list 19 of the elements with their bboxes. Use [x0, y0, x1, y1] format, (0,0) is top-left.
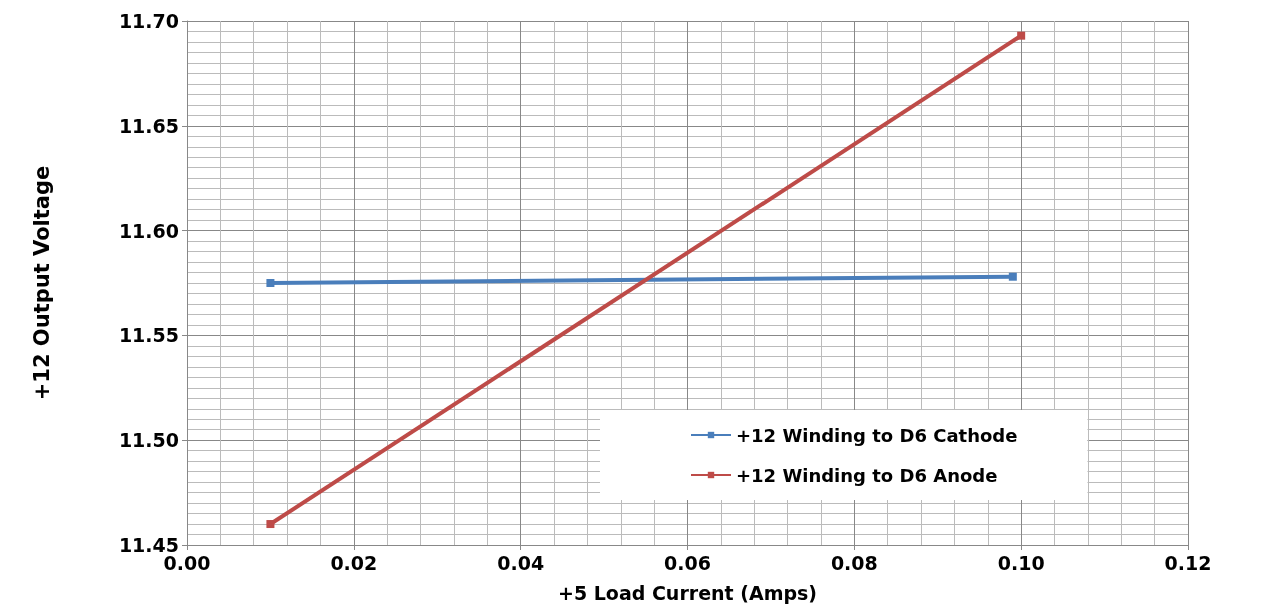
y-tick-label: 11.60	[118, 219, 179, 242]
x-tick-label: 0.06	[664, 551, 711, 574]
y-axis-title: +12 Output Voltage	[29, 165, 54, 401]
y-tick-label: 11.65	[118, 114, 179, 137]
point	[266, 279, 275, 287]
point	[266, 520, 275, 529]
x-tick-label: 0.12	[1164, 551, 1212, 574]
point	[1008, 272, 1017, 281]
legend-label: +12 Winding to D6 Cathode	[736, 424, 1018, 446]
x-tick-label: 0.10	[997, 551, 1045, 574]
legend-label: +12 Winding to D6 Anode	[736, 464, 998, 486]
y-tick-label: 11.55	[118, 324, 179, 347]
x-tick-label: 0.08	[830, 551, 878, 574]
y-tick-label: 11.50	[118, 429, 179, 452]
x-tick-label: 0.04	[497, 551, 545, 574]
x-axis-title: +5 Load Current (Amps)	[557, 581, 818, 604]
point	[1017, 31, 1026, 40]
x-tick-label: 0.02	[330, 551, 378, 574]
y-tick-label: 11.70	[118, 10, 179, 32]
